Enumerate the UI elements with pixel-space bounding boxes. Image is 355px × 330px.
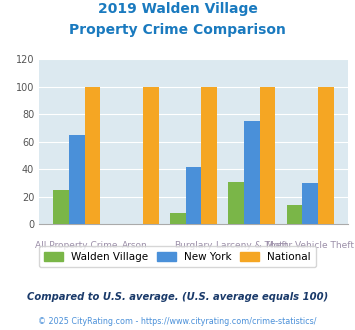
Text: All Property Crime: All Property Crime <box>36 241 118 250</box>
Text: Property Crime Comparison: Property Crime Comparison <box>69 23 286 37</box>
Bar <box>260 87 275 224</box>
Bar <box>286 205 302 224</box>
Bar <box>228 182 244 224</box>
Bar <box>53 190 69 224</box>
Bar <box>170 214 186 224</box>
Text: Burglary: Burglary <box>174 241 213 250</box>
Bar <box>186 167 201 224</box>
Bar <box>244 121 260 224</box>
Text: Motor Vehicle Theft: Motor Vehicle Theft <box>266 241 354 250</box>
Bar <box>318 87 334 224</box>
Bar <box>302 183 318 224</box>
Text: Larceny & Theft: Larceny & Theft <box>216 241 288 250</box>
Text: Arson: Arson <box>122 241 148 250</box>
Text: Compared to U.S. average. (U.S. average equals 100): Compared to U.S. average. (U.S. average … <box>27 292 328 302</box>
Bar <box>201 87 217 224</box>
Bar <box>84 87 100 224</box>
Legend: Walden Village, New York, National: Walden Village, New York, National <box>39 247 316 267</box>
Bar <box>143 87 159 224</box>
Text: 2019 Walden Village: 2019 Walden Village <box>98 2 257 16</box>
Text: © 2025 CityRating.com - https://www.cityrating.com/crime-statistics/: © 2025 CityRating.com - https://www.city… <box>38 317 317 326</box>
Bar <box>69 135 84 224</box>
